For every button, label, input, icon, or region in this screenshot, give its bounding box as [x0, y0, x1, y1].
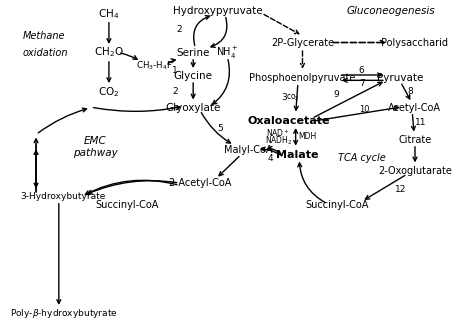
Text: Malyl-CoA: Malyl-CoA	[224, 144, 272, 155]
Text: 1: 1	[172, 67, 178, 76]
Text: NADH$_2$: NADH$_2$	[264, 134, 292, 147]
Text: Glyoxylate: Glyoxylate	[165, 103, 221, 113]
Text: 2: 2	[177, 25, 182, 34]
Text: NH$_4^+$: NH$_4^+$	[216, 44, 238, 60]
Text: 3-Hydroxybutyrate: 3-Hydroxybutyrate	[21, 192, 106, 201]
Text: Methane: Methane	[22, 31, 65, 41]
Text: 7: 7	[359, 79, 365, 88]
Text: Malate: Malate	[276, 150, 318, 160]
Text: CH$_3$-H$_4$F: CH$_3$-H$_4$F	[136, 60, 173, 72]
Text: 12: 12	[395, 185, 406, 194]
Text: Citrate: Citrate	[398, 134, 432, 144]
Text: Succinyl-CoA: Succinyl-CoA	[95, 201, 159, 210]
Text: 2-Oxoglutarate: 2-Oxoglutarate	[378, 166, 452, 176]
Text: CH$_4$: CH$_4$	[98, 7, 119, 21]
Text: oxidation: oxidation	[22, 48, 68, 57]
Text: 6: 6	[359, 67, 365, 76]
Text: Acetyl-CoA: Acetyl-CoA	[388, 103, 441, 113]
Text: Pyruvate: Pyruvate	[377, 73, 424, 83]
Text: 2P-Glycerate: 2P-Glycerate	[271, 38, 334, 47]
Text: 4: 4	[268, 155, 273, 164]
Text: TCA cycle: TCA cycle	[338, 153, 385, 163]
Text: 2: 2	[172, 87, 178, 96]
Text: Oxaloacetate: Oxaloacetate	[247, 116, 330, 126]
Text: 9: 9	[334, 90, 339, 99]
Text: CH$_2$O: CH$_2$O	[94, 46, 124, 59]
Text: 11: 11	[415, 118, 426, 127]
Text: co$_2$: co$_2$	[286, 92, 301, 103]
Text: Polysaccharid: Polysaccharid	[381, 38, 447, 47]
Text: 3: 3	[282, 93, 287, 102]
Text: MDH: MDH	[298, 132, 316, 141]
Text: EMC: EMC	[84, 136, 107, 146]
Text: Serine: Serine	[176, 48, 210, 57]
Text: NAD$^+$: NAD$^+$	[266, 127, 290, 139]
Text: Gluconeogenesis: Gluconeogenesis	[347, 6, 436, 16]
Text: 5: 5	[218, 124, 223, 133]
Text: Glycine: Glycine	[173, 71, 213, 81]
Text: Phosphoenolpyruvate: Phosphoenolpyruvate	[249, 73, 356, 83]
Text: 2 Acetyl-CoA: 2 Acetyl-CoA	[169, 178, 231, 188]
Text: Poly-$\beta$-hydroxybutyrate: Poly-$\beta$-hydroxybutyrate	[9, 307, 117, 320]
Text: pathway: pathway	[73, 148, 118, 158]
Text: 10: 10	[359, 105, 369, 114]
Text: 8: 8	[408, 87, 413, 95]
Text: Succinyl-CoA: Succinyl-CoA	[305, 201, 368, 210]
Text: Hydroxypyruvate: Hydroxypyruvate	[173, 6, 263, 16]
Text: CO$_2$: CO$_2$	[98, 85, 119, 98]
